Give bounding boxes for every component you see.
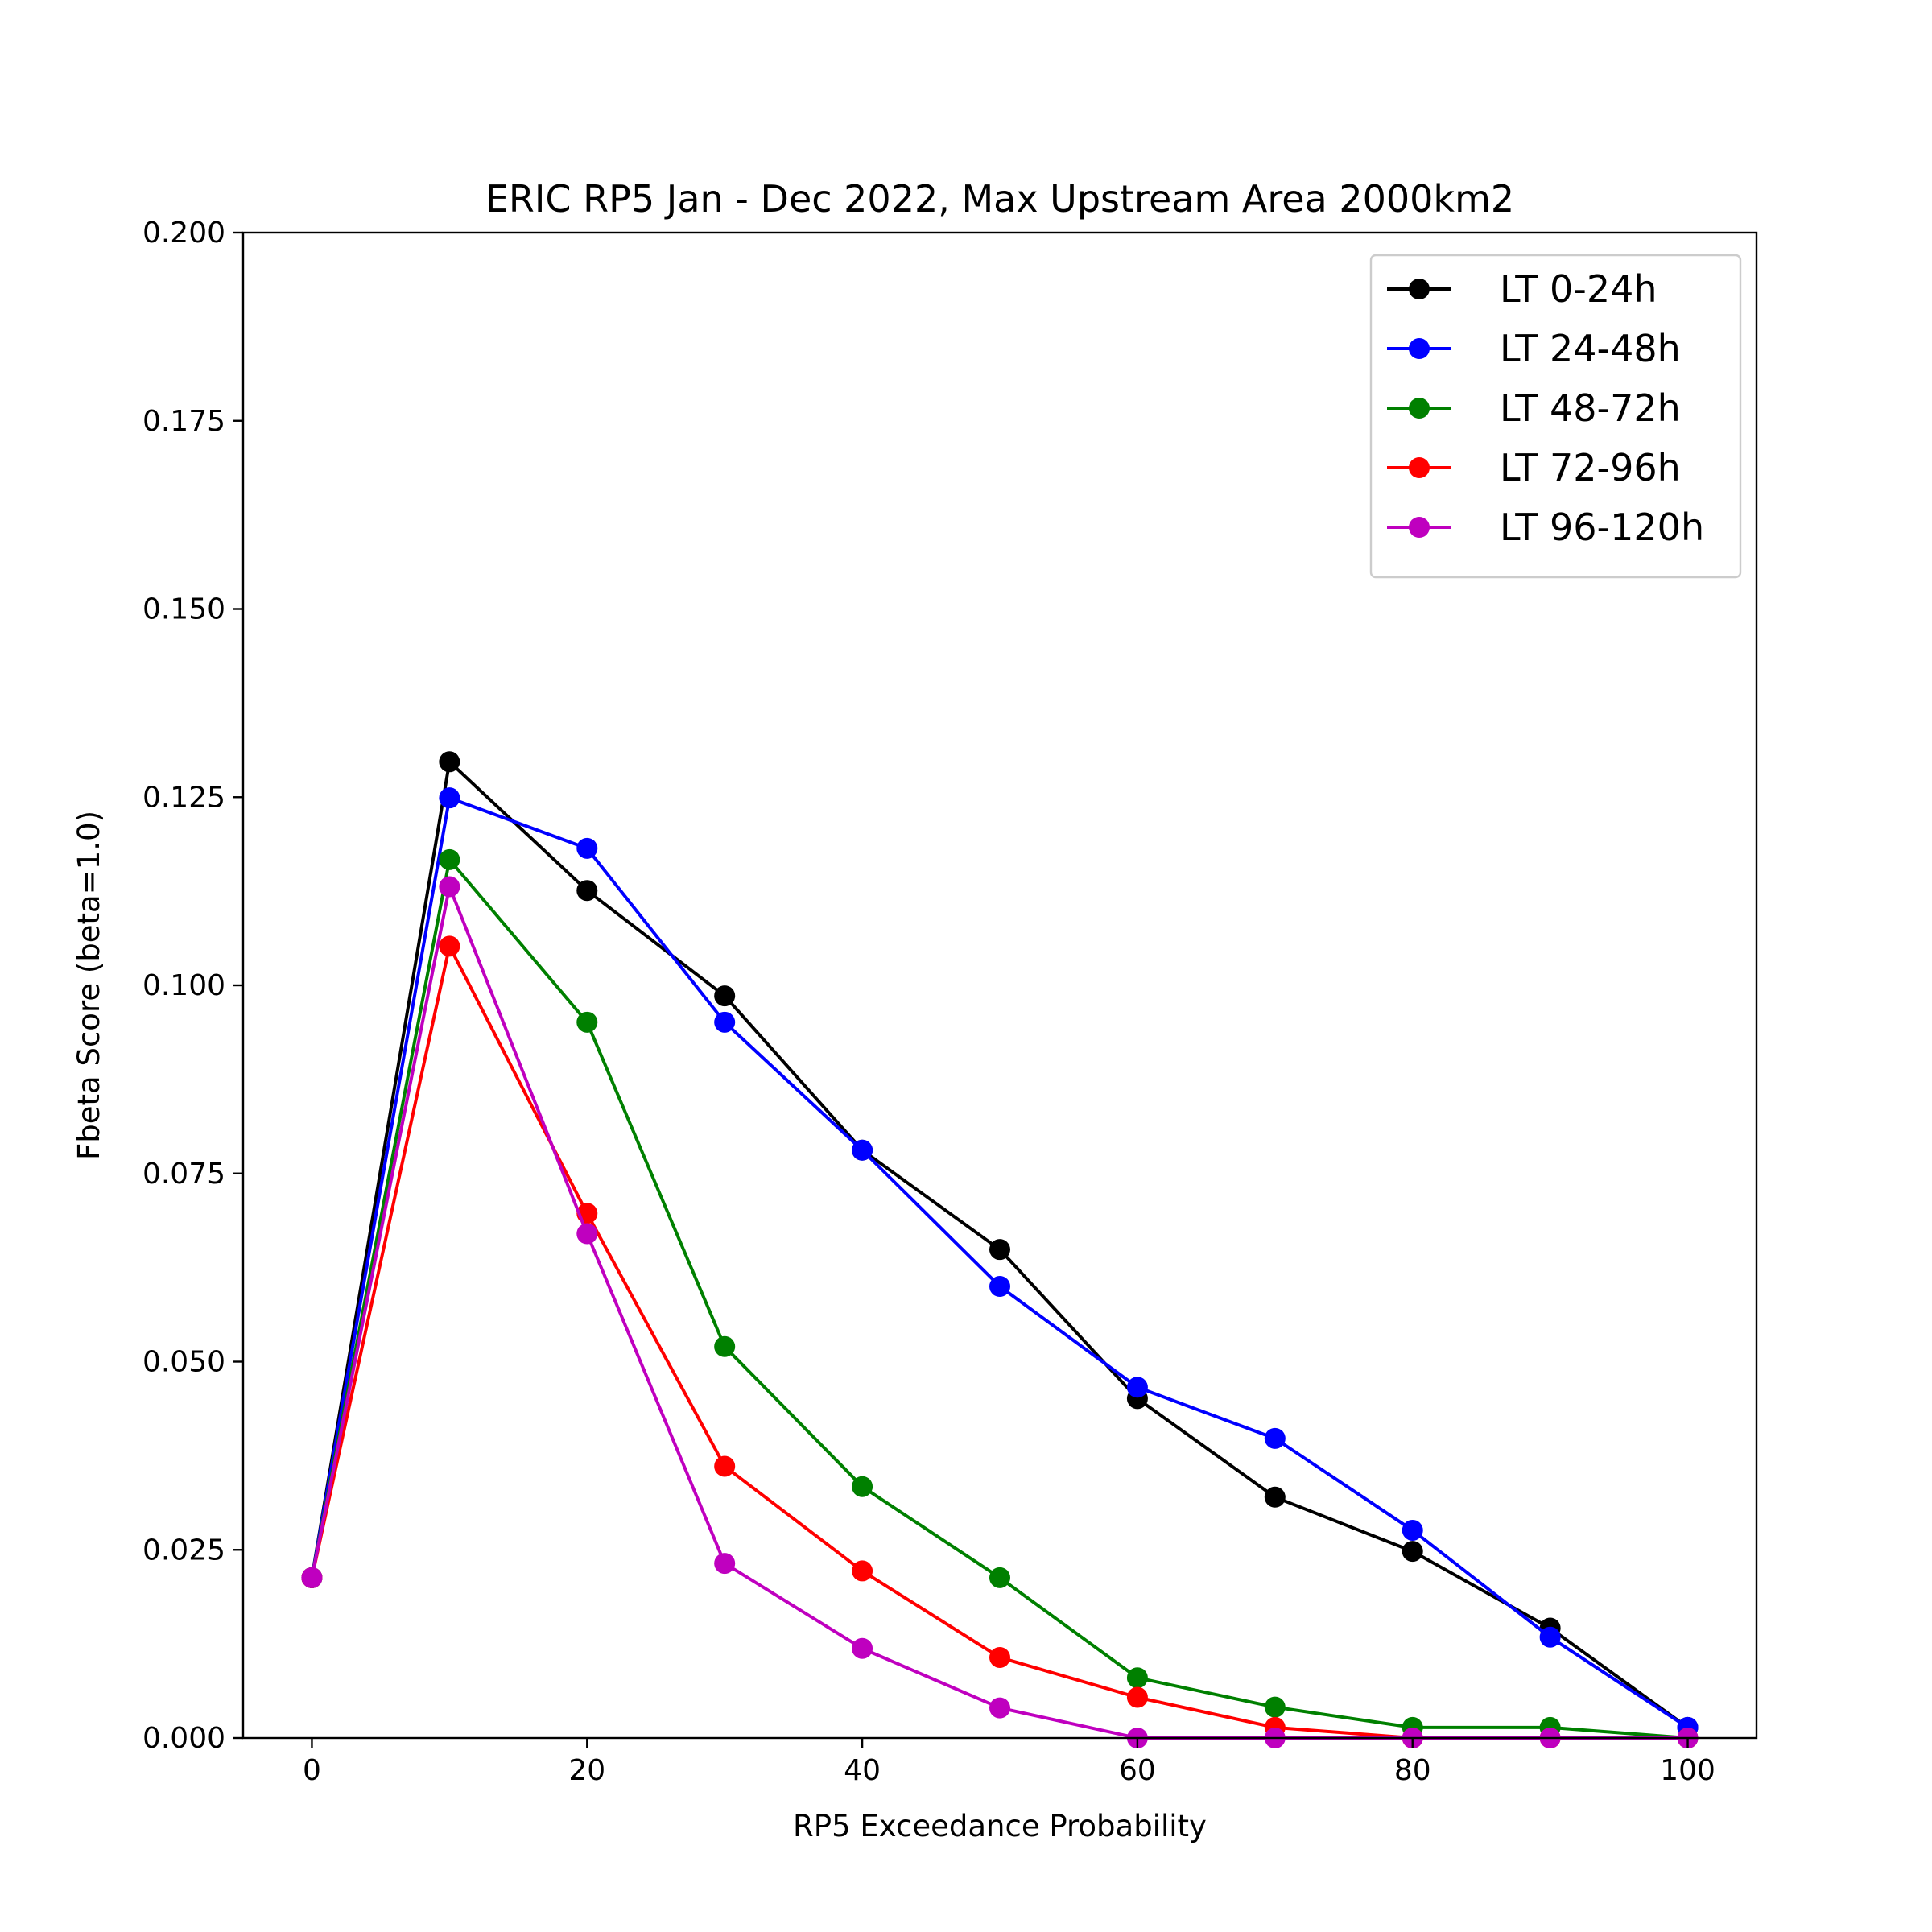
legend-item: LT 48-72h	[1387, 386, 1681, 430]
data-point	[714, 1553, 736, 1575]
data-point	[439, 787, 460, 809]
data-point	[576, 837, 598, 859]
data-point	[989, 1239, 1010, 1261]
y-tick-label: 0.050	[142, 1346, 225, 1379]
legend-marker	[1409, 338, 1430, 359]
y-axis: 0.000 0.025 0.050 0.075 0.100 0.125 0.150 0.175…	[142, 217, 243, 1755]
x-tick-label: 0	[303, 1754, 321, 1787]
data-point	[1126, 1377, 1148, 1398]
data-point	[439, 876, 460, 898]
chart-title: ERIC RP5 Jan - Dec 2022, Max Upstream Ar…	[485, 177, 1514, 221]
series-line	[310, 857, 1688, 1740]
y-tick-label: 0.100	[142, 969, 225, 1002]
y-axis-label: Fbeta Score (beta=1.0)	[72, 811, 106, 1160]
series-line	[310, 885, 1688, 1740]
legend-item: LT 96-120h	[1387, 506, 1704, 549]
data-point	[1126, 1667, 1148, 1689]
y-tick-label: 0.150	[142, 593, 225, 626]
legend-label: LT 72-96h	[1500, 446, 1681, 489]
legend-marker	[1409, 398, 1430, 419]
x-axis: 0 20 40 60 80 100	[303, 1738, 1715, 1787]
data-point	[576, 880, 598, 902]
data-point	[439, 751, 460, 773]
data-point	[576, 1011, 598, 1033]
data-point	[576, 1223, 598, 1245]
data-point	[989, 1697, 1010, 1719]
data-point	[852, 1560, 873, 1582]
data-point	[1264, 1486, 1286, 1508]
series-3	[301, 848, 1699, 1748]
data-point	[989, 1646, 1010, 1668]
series-line	[310, 944, 1688, 1740]
series-4	[301, 935, 1699, 1748]
data-point	[989, 1567, 1010, 1588]
legend-marker	[1409, 517, 1430, 538]
x-tick-label: 100	[1660, 1754, 1715, 1787]
data-point	[1402, 1519, 1423, 1541]
x-tick-label: 60	[1119, 1754, 1156, 1787]
data-point	[1402, 1541, 1423, 1563]
y-tick-label: 0.125	[142, 781, 225, 814]
legend-item: LT 24-48h	[1387, 327, 1681, 370]
data-point	[989, 1276, 1010, 1297]
data-point	[1539, 1626, 1561, 1648]
data-point	[852, 1476, 873, 1497]
data-point	[714, 985, 736, 1007]
legend-label: LT 96-120h	[1500, 506, 1704, 549]
data-point	[301, 1567, 323, 1588]
data-point	[439, 848, 460, 870]
legend-marker	[1409, 279, 1430, 299]
y-tick-label: 0.200	[142, 217, 225, 250]
data-point	[439, 935, 460, 957]
legend-label: LT 48-72h	[1500, 386, 1681, 430]
legend-item: LT 0-24h	[1387, 267, 1657, 311]
legend-label: LT 0-24h	[1500, 267, 1657, 311]
plot-area	[301, 751, 1699, 1748]
x-axis-label: RP5 Exceedance Probability	[793, 1809, 1207, 1843]
data-point	[852, 1139, 873, 1161]
y-tick-label: 0.000	[142, 1722, 225, 1755]
legend: LT 0-24h LT 24-48h LT 48-72h LT 72-96h LT 96…	[1369, 254, 1742, 579]
legend-item: LT 72-96h	[1387, 446, 1681, 489]
x-tick-label: 80	[1394, 1754, 1431, 1787]
legend-marker	[1409, 457, 1430, 478]
data-point	[1126, 1686, 1148, 1708]
data-point	[714, 1455, 736, 1477]
series-5	[301, 876, 1699, 1748]
y-tick-label: 0.075	[142, 1158, 225, 1191]
x-tick-label: 20	[568, 1754, 605, 1787]
data-point	[1264, 1696, 1286, 1718]
y-tick-label: 0.175	[142, 405, 225, 438]
legend-box	[1369, 254, 1742, 579]
data-point	[852, 1637, 873, 1659]
y-tick-label: 0.025	[142, 1534, 225, 1567]
data-point	[1264, 1427, 1286, 1449]
data-point	[714, 1335, 736, 1357]
x-tick-label: 40	[844, 1754, 881, 1787]
legend-label: LT 24-48h	[1500, 327, 1681, 370]
data-point	[714, 1011, 736, 1033]
